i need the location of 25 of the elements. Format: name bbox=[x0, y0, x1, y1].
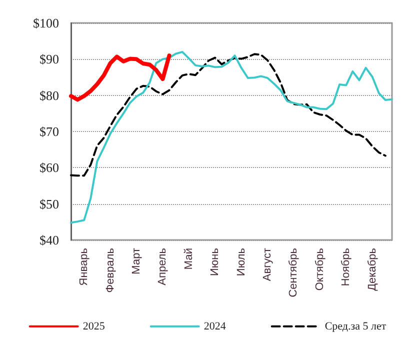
y-tick-label: $80 bbox=[40, 88, 59, 103]
y-tick-label: $90 bbox=[40, 52, 59, 67]
x-tick-label: Февраль bbox=[104, 248, 116, 293]
x-tick-label: Октябрь bbox=[314, 248, 326, 291]
x-tick-label: Июнь bbox=[209, 248, 222, 276]
x-tick-label: Сентябрь bbox=[288, 248, 300, 298]
legend-label: Сред.за 5 лет bbox=[324, 320, 386, 332]
y-tick-label: $60 bbox=[40, 160, 59, 176]
x-tick-label: Июль bbox=[235, 248, 248, 276]
x-tick-label: Май bbox=[182, 248, 195, 270]
line-series bbox=[70, 50, 393, 224]
x-tick-label: Декабрь bbox=[366, 248, 378, 291]
line-series bbox=[69, 54, 172, 102]
legend-label: 2025 bbox=[82, 320, 106, 332]
legend-label: 2024 bbox=[204, 320, 226, 332]
x-tick-label: Апрель bbox=[156, 248, 169, 286]
x-tick-label: Январь bbox=[78, 248, 90, 286]
x-tick-label: Март bbox=[130, 248, 143, 274]
y-tick-label: $100 bbox=[33, 16, 59, 30]
y-tick-label: $40 bbox=[40, 232, 59, 248]
y-tick-label: $50 bbox=[40, 196, 59, 212]
x-tick-label: Август bbox=[262, 248, 274, 282]
x-tick-label: Ноябрь bbox=[340, 248, 352, 286]
y-tick-label: $70 bbox=[40, 124, 59, 139]
line-series bbox=[70, 53, 386, 177]
